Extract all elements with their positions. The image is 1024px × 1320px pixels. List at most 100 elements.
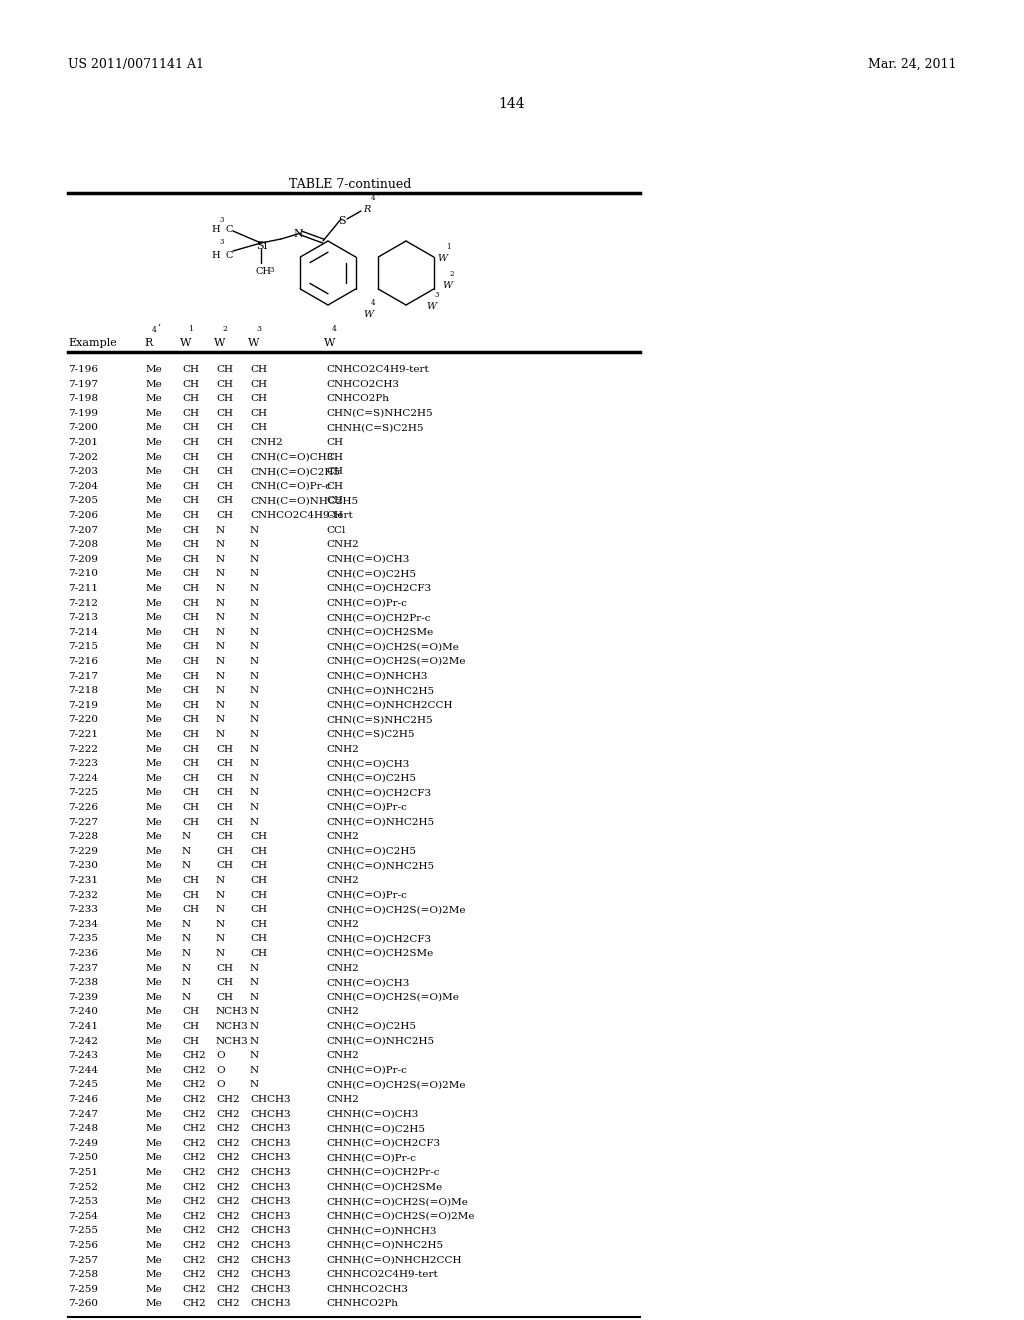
Text: CH: CH	[216, 482, 233, 491]
Text: 4: 4	[371, 300, 376, 308]
Text: 7-201: 7-201	[68, 438, 98, 447]
Text: N: N	[250, 715, 259, 725]
Text: CH2: CH2	[216, 1241, 240, 1250]
Text: CNH(C=O)CH2CF3: CNH(C=O)CH2CF3	[326, 935, 431, 944]
Text: CH: CH	[182, 482, 199, 491]
Text: CH2: CH2	[216, 1139, 240, 1148]
Text: CH2: CH2	[182, 1183, 206, 1192]
Text: Me: Me	[146, 1168, 163, 1177]
Text: 7-215: 7-215	[68, 643, 98, 651]
Text: N: N	[250, 540, 259, 549]
Text: CNH(C=O)C2H5: CNH(C=O)C2H5	[326, 569, 416, 578]
Text: CNH(C=O)CH3: CNH(C=O)CH3	[250, 453, 334, 462]
Text: CH: CH	[182, 876, 199, 884]
Text: CNHCO2Ph: CNHCO2Ph	[326, 395, 389, 403]
Text: 7-221: 7-221	[68, 730, 98, 739]
Text: N: N	[216, 540, 225, 549]
Text: CH: CH	[182, 614, 199, 622]
Text: CNH(C=O)NHC2H5: CNH(C=O)NHC2H5	[250, 496, 358, 506]
Text: CNH(C=O)CH2CF3: CNH(C=O)CH2CF3	[326, 788, 431, 797]
Text: ’: ’	[376, 191, 379, 201]
Text: CNH(C=O)Pr-c: CNH(C=O)Pr-c	[250, 482, 331, 491]
Text: 7-247: 7-247	[68, 1110, 98, 1118]
Text: CNH(C=O)CH2S(=O)2Me: CNH(C=O)CH2S(=O)2Me	[326, 906, 466, 915]
Text: Me: Me	[146, 366, 163, 374]
Text: Me: Me	[146, 657, 163, 667]
Text: N: N	[250, 1065, 259, 1074]
Text: CH: CH	[182, 803, 199, 812]
Text: O: O	[216, 1051, 224, 1060]
Text: CH: CH	[182, 906, 199, 915]
Text: CH: CH	[182, 759, 199, 768]
Text: CH: CH	[250, 832, 267, 841]
Text: Me: Me	[146, 774, 163, 783]
Text: CH2: CH2	[216, 1125, 240, 1133]
Text: CNH(C=O)CH3: CNH(C=O)CH3	[326, 978, 410, 987]
Text: N: N	[250, 569, 259, 578]
Text: CH: CH	[182, 424, 199, 433]
Text: CH: CH	[250, 935, 267, 944]
Text: CH: CH	[182, 438, 199, 447]
Text: 7-258: 7-258	[68, 1270, 98, 1279]
Text: CNH(C=S)C2H5: CNH(C=S)C2H5	[326, 730, 415, 739]
Text: 7-222: 7-222	[68, 744, 98, 754]
Text: CHCH3: CHCH3	[250, 1183, 291, 1192]
Text: CH: CH	[182, 744, 199, 754]
Text: 7-200: 7-200	[68, 424, 98, 433]
Text: CH: CH	[250, 906, 267, 915]
Text: CNH(C=O)Pr-c: CNH(C=O)Pr-c	[326, 803, 407, 812]
Text: NCH3: NCH3	[216, 1022, 249, 1031]
Text: 3: 3	[256, 325, 261, 333]
Text: CNH(C=O)CH3: CNH(C=O)CH3	[326, 554, 410, 564]
Text: 7-250: 7-250	[68, 1154, 98, 1163]
Text: N: N	[250, 672, 259, 681]
Text: Me: Me	[146, 1183, 163, 1192]
Text: N: N	[216, 935, 225, 944]
Text: Me: Me	[146, 554, 163, 564]
Text: N: N	[250, 1022, 259, 1031]
Text: CNH2: CNH2	[326, 964, 358, 973]
Text: CH2: CH2	[182, 1284, 206, 1294]
Text: CH2: CH2	[216, 1197, 240, 1206]
Text: N: N	[216, 657, 225, 667]
Text: N: N	[216, 569, 225, 578]
Text: CH: CH	[216, 788, 233, 797]
Text: Mar. 24, 2011: Mar. 24, 2011	[867, 58, 956, 71]
Text: Me: Me	[146, 1212, 163, 1221]
Text: CH: CH	[216, 511, 233, 520]
Text: Me: Me	[146, 1080, 163, 1089]
Text: CH2: CH2	[216, 1299, 240, 1308]
Text: N: N	[250, 657, 259, 667]
Text: 7-235: 7-235	[68, 935, 98, 944]
Text: 7-214: 7-214	[68, 628, 98, 636]
Text: CH: CH	[250, 409, 267, 418]
Text: CNH(C=O)NHCH2CCH: CNH(C=O)NHCH2CCH	[326, 701, 453, 710]
Text: CNH(C=O)CH2S(=O)2Me: CNH(C=O)CH2S(=O)2Me	[326, 1080, 466, 1089]
Text: CH: CH	[216, 847, 233, 855]
Text: CH2: CH2	[182, 1110, 206, 1118]
Text: N: N	[182, 993, 191, 1002]
Text: 7-240: 7-240	[68, 1007, 98, 1016]
Text: 7-202: 7-202	[68, 453, 98, 462]
Text: 7-256: 7-256	[68, 1241, 98, 1250]
Text: CHCH3: CHCH3	[250, 1168, 291, 1177]
Text: Me: Me	[146, 1096, 163, 1104]
Text: CH: CH	[216, 438, 233, 447]
Text: N: N	[182, 832, 191, 841]
Text: CH: CH	[182, 628, 199, 636]
Text: 7-241: 7-241	[68, 1022, 98, 1031]
Text: CH: CH	[216, 832, 233, 841]
Text: CHNH(C=O)CH2Pr-c: CHNH(C=O)CH2Pr-c	[326, 1168, 439, 1177]
Text: 7-255: 7-255	[68, 1226, 98, 1236]
Text: CH: CH	[250, 920, 267, 929]
Text: Me: Me	[146, 1007, 163, 1016]
Text: CH2: CH2	[216, 1096, 240, 1104]
Text: 2: 2	[222, 325, 227, 333]
Text: H: H	[211, 251, 219, 260]
Text: CH: CH	[182, 467, 199, 477]
Text: Me: Me	[146, 1284, 163, 1294]
Text: CH2: CH2	[182, 1212, 206, 1221]
Text: CH: CH	[216, 993, 233, 1002]
Text: CH2: CH2	[216, 1212, 240, 1221]
Text: CHNH(C=O)CH2SMe: CHNH(C=O)CH2SMe	[326, 1183, 442, 1192]
